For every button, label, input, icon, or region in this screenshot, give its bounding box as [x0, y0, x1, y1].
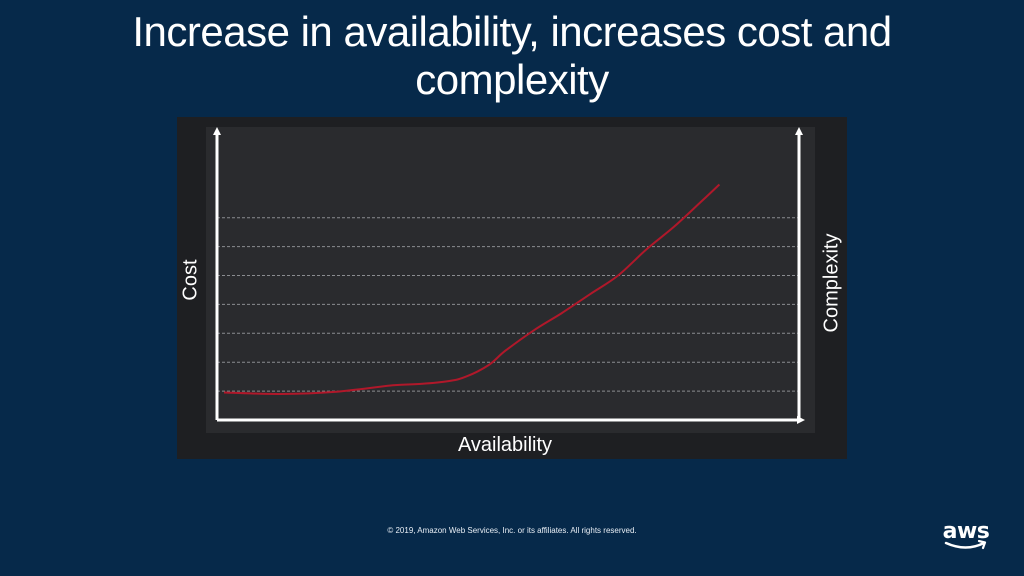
series-line-1: [223, 183, 721, 396]
chart: Cost Complexity Availability: [177, 117, 847, 459]
aws-logo: aws: [938, 520, 994, 556]
plot-area: [206, 127, 815, 433]
x-axis-label: Availability: [458, 434, 552, 456]
slide-title: Increase in availability, increases cost…: [132, 8, 892, 103]
copyright-footer: © 2019, Amazon Web Services, Inc. or its…: [387, 526, 637, 535]
grid-layer: [217, 217, 799, 392]
curve-layer: [223, 183, 721, 396]
chart-canvas: Cost Complexity Availability: [177, 117, 847, 459]
y2-axis-label: Complexity: [820, 234, 842, 333]
aws-logo-text: aws: [942, 519, 990, 544]
y-axis-label: Cost: [179, 259, 201, 301]
aws-smile-icon: [944, 540, 987, 550]
